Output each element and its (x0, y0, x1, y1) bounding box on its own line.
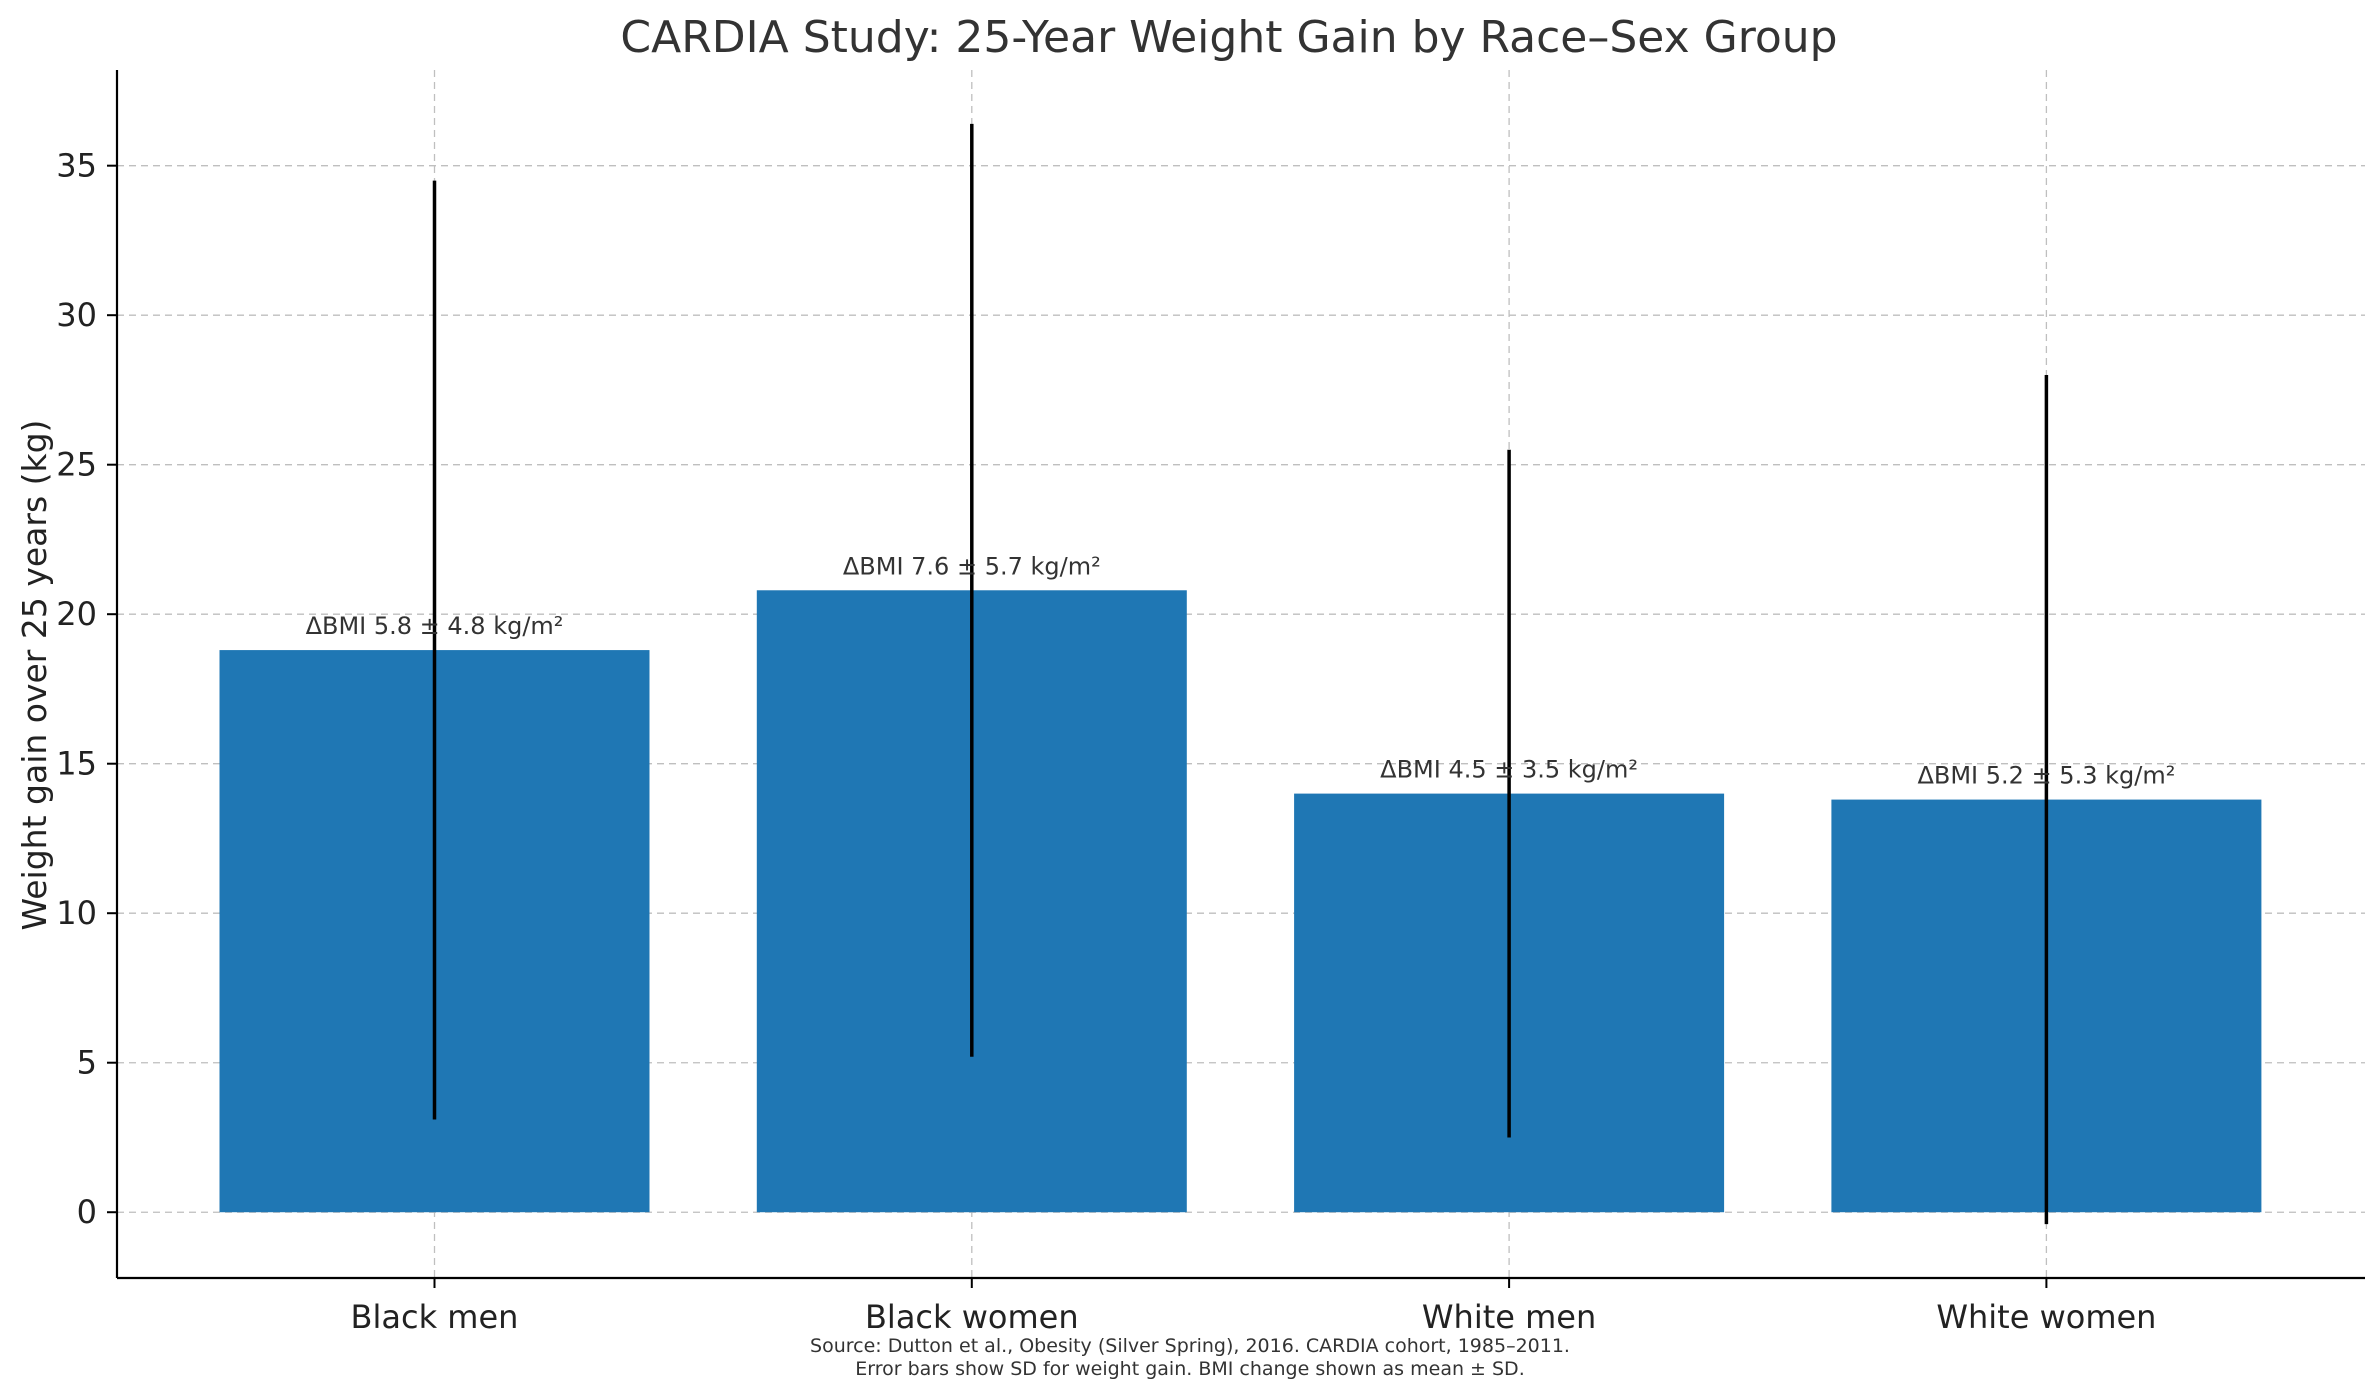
x-tick-label: White men (1422, 1298, 1596, 1336)
x-tick-label: White women (1936, 1298, 2156, 1336)
bars (219, 590, 2262, 1213)
x-tick-label: Black men (351, 1298, 519, 1336)
error-bars (432, 123, 2049, 1225)
bmi-annotation: ΔBMI 4.5 ± 3.5 kg/m² (1380, 756, 1638, 784)
axes: 0 5 10 15 20 25 30 35 Black men Black women White … (56, 70, 2365, 1336)
bmi-annotation: ΔBMI 5.8 ± 4.8 kg/m² (306, 612, 564, 640)
y-tick-label: 15 (56, 745, 97, 783)
y-tick-label: 5 (77, 1044, 97, 1082)
y-tick-label: 35 (56, 147, 97, 185)
errorbar-note: Error bars show SD for weight gain. BMI … (855, 1358, 1524, 1380)
y-axis-label: Weight gain over 25 years (kg) (15, 420, 54, 931)
y-tick-label: 30 (56, 296, 97, 334)
chart-title: CARDIA Study: 25-Year Weight Gain by Rac… (620, 12, 1837, 63)
bmi-annotation: ΔBMI 5.2 ± 5.3 kg/m² (1917, 762, 2175, 790)
bar-annotations: ΔBMI 5.8 ± 4.8 kg/m² ΔBMI 7.6 ± 5.7 kg/m²… (306, 552, 2176, 789)
y-tick-label: 0 (77, 1193, 97, 1231)
source-note: Source: Dutton et al., Obesity (Silver S… (810, 1335, 1570, 1357)
y-tick-label: 20 (56, 595, 97, 633)
y-tick-label: 10 (56, 894, 97, 932)
y-tick-label: 25 (56, 446, 97, 484)
x-tick-label: Black women (865, 1298, 1079, 1336)
bmi-annotation: ΔBMI 7.6 ± 5.7 kg/m² (843, 552, 1101, 580)
